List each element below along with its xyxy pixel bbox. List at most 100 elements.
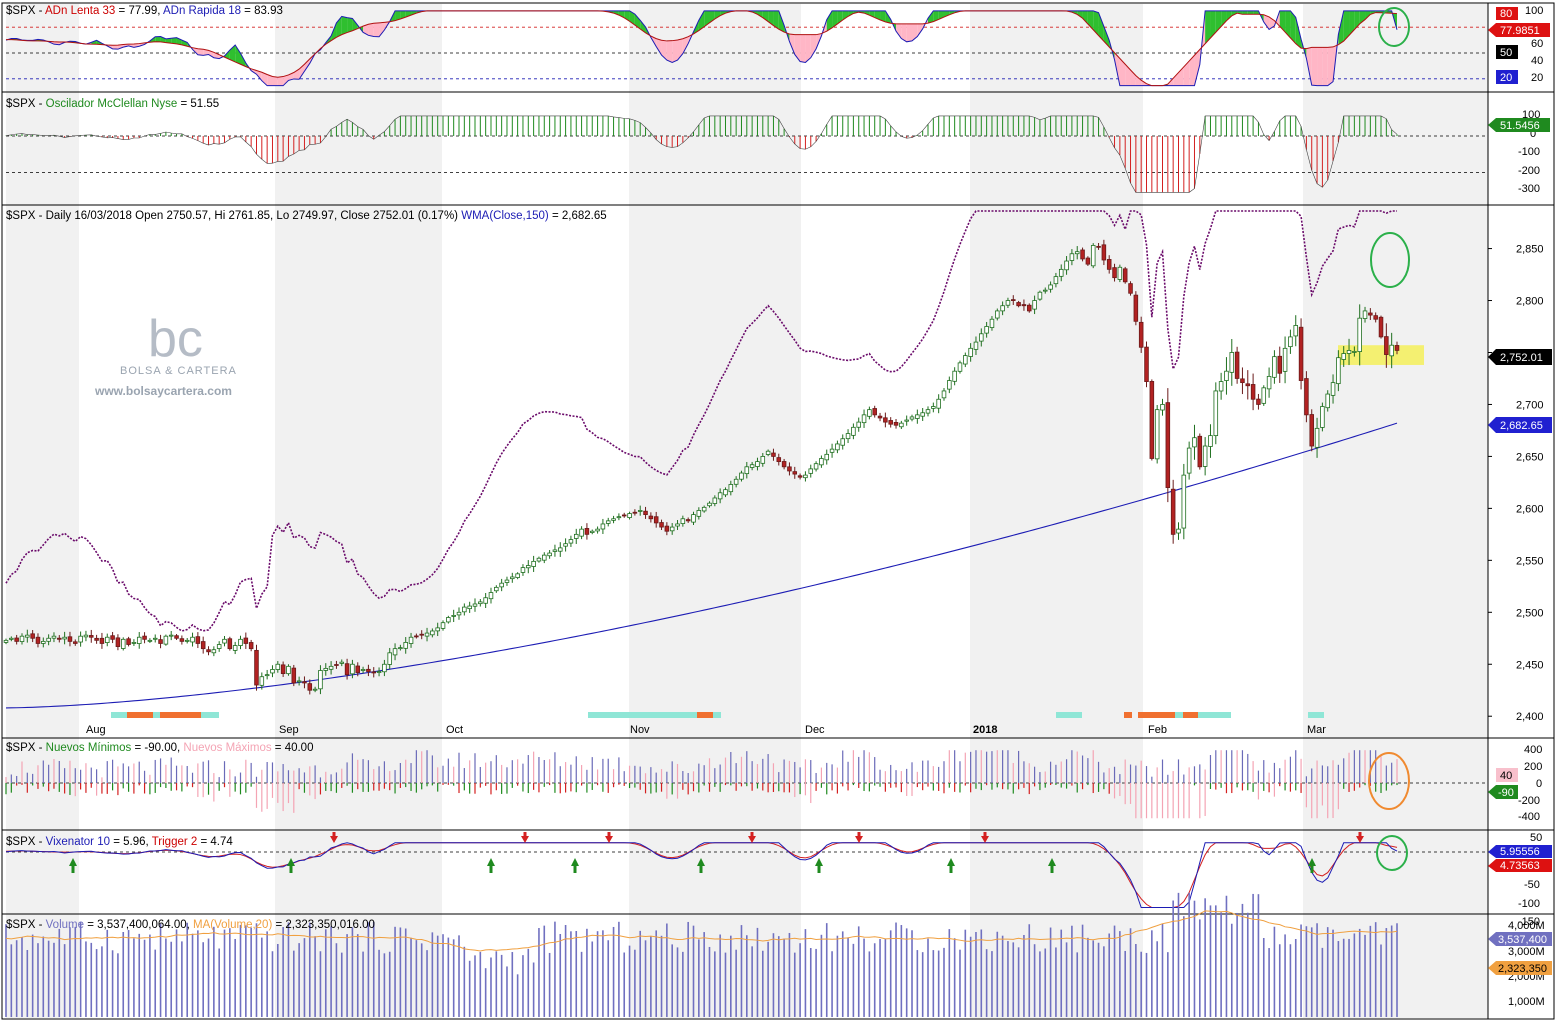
adn-50-box xyxy=(1496,45,1518,59)
candle-body xyxy=(643,510,648,516)
candle-body xyxy=(685,519,691,522)
price-tick-label: 2,400 xyxy=(1516,711,1544,723)
buy-arrow-icon xyxy=(571,858,579,873)
candle-body xyxy=(589,530,595,533)
adn-fill xyxy=(1130,70,1136,86)
adn-fill xyxy=(1317,47,1323,86)
candle-body xyxy=(1277,355,1283,374)
candle-body xyxy=(1064,260,1069,271)
sell-arrow-icon xyxy=(748,832,756,843)
candle-body xyxy=(104,636,110,643)
mcclellan-tick: 0 xyxy=(1530,128,1536,140)
adn-fill xyxy=(341,16,348,35)
candle-body xyxy=(526,565,531,569)
adn-fill xyxy=(789,34,795,55)
trigger-value-box xyxy=(1488,859,1552,872)
vixenator-y-axis: 50 0 -50 -100 -150 5.95556 4.73563 xyxy=(1488,832,1552,928)
candle-body xyxy=(1112,267,1117,279)
buy-arrow-icon xyxy=(1048,858,1056,873)
candle-body xyxy=(19,635,25,642)
candle-body xyxy=(302,681,307,684)
candle-body xyxy=(494,586,499,592)
candle-body xyxy=(25,634,30,638)
volume-ma-line xyxy=(5,910,1398,952)
candle-body xyxy=(286,665,291,675)
nuevos-panel xyxy=(5,750,1488,819)
adn-fill xyxy=(224,50,230,60)
candle-body xyxy=(1325,393,1330,409)
adn-fill xyxy=(1327,46,1334,86)
price-tick-label: 2,550 xyxy=(1516,555,1544,567)
month-label: Feb xyxy=(1148,724,1167,736)
candle-body xyxy=(717,492,723,500)
candle-body xyxy=(1085,257,1091,265)
candle-body xyxy=(1368,312,1373,316)
adn-fill xyxy=(171,37,177,44)
candle-body xyxy=(1021,304,1027,307)
candle-body xyxy=(893,422,899,426)
adn-fill xyxy=(235,45,241,65)
candle-body xyxy=(334,664,339,666)
adn-fill xyxy=(400,10,406,19)
nuevos-tick: -400 xyxy=(1518,811,1540,823)
candle-body xyxy=(909,416,915,420)
candle-body xyxy=(851,426,856,436)
candle-body xyxy=(765,450,771,455)
buy-arrow-icon xyxy=(69,858,77,873)
month-label: Dec xyxy=(805,724,825,736)
candle-body xyxy=(824,453,830,461)
candle-body xyxy=(1122,268,1128,283)
candle-body xyxy=(168,634,174,637)
support-highlight xyxy=(1338,345,1424,365)
candle-body xyxy=(1288,336,1293,348)
candle-body xyxy=(1192,437,1197,448)
watermark-logo: bc xyxy=(148,310,203,368)
buy-arrow-icon xyxy=(947,858,955,873)
candle-body xyxy=(867,409,872,417)
adn-50-label: 50 xyxy=(1500,47,1512,59)
candle-body xyxy=(739,472,744,480)
candle-body xyxy=(1218,381,1224,392)
vixenator-panel xyxy=(5,832,1488,908)
candle-body xyxy=(744,466,750,475)
candle-body xyxy=(1362,310,1368,319)
candle-body xyxy=(813,463,819,470)
month-label: Aug xyxy=(86,724,106,736)
sell-arrow-icon xyxy=(1356,832,1364,843)
adn-y-axis: 100 60 40 20 80 77.9851 50 20 xyxy=(1488,5,1550,84)
candle-body xyxy=(542,554,547,561)
candle-body xyxy=(648,515,654,520)
candle-body xyxy=(1266,375,1272,390)
candle-body xyxy=(350,663,355,675)
adn-fill xyxy=(1135,75,1142,86)
adn-fill xyxy=(1205,10,1211,44)
candle-body xyxy=(195,636,201,644)
adn-fill xyxy=(1247,10,1254,15)
candle-body xyxy=(323,668,329,671)
adn-last-label: 77.9851 xyxy=(1500,25,1540,37)
adn-fill xyxy=(842,10,849,20)
adn-fill xyxy=(352,18,358,31)
adn-fill xyxy=(1231,10,1238,16)
candle-body xyxy=(1128,283,1133,294)
candle-body xyxy=(403,642,408,649)
candle-body xyxy=(1346,350,1352,354)
candle-body xyxy=(835,443,840,451)
adn-fill xyxy=(794,34,801,62)
nuevos-header: $SPX - Nuevos Mínimos = -90.00, Nuevos M… xyxy=(6,742,313,754)
volume-value-box xyxy=(1488,932,1552,946)
candle-body xyxy=(1229,352,1235,373)
adn-fill xyxy=(1258,10,1264,23)
candle-body xyxy=(680,518,686,524)
candle-body xyxy=(83,634,89,638)
candle-body xyxy=(1106,259,1112,270)
candle-body xyxy=(1016,302,1021,307)
candle-body xyxy=(696,510,702,517)
candle-body xyxy=(552,549,558,552)
candle-body xyxy=(579,528,584,537)
candle-body xyxy=(669,526,675,532)
signal-strip xyxy=(153,712,160,718)
candle-body xyxy=(1394,345,1400,351)
